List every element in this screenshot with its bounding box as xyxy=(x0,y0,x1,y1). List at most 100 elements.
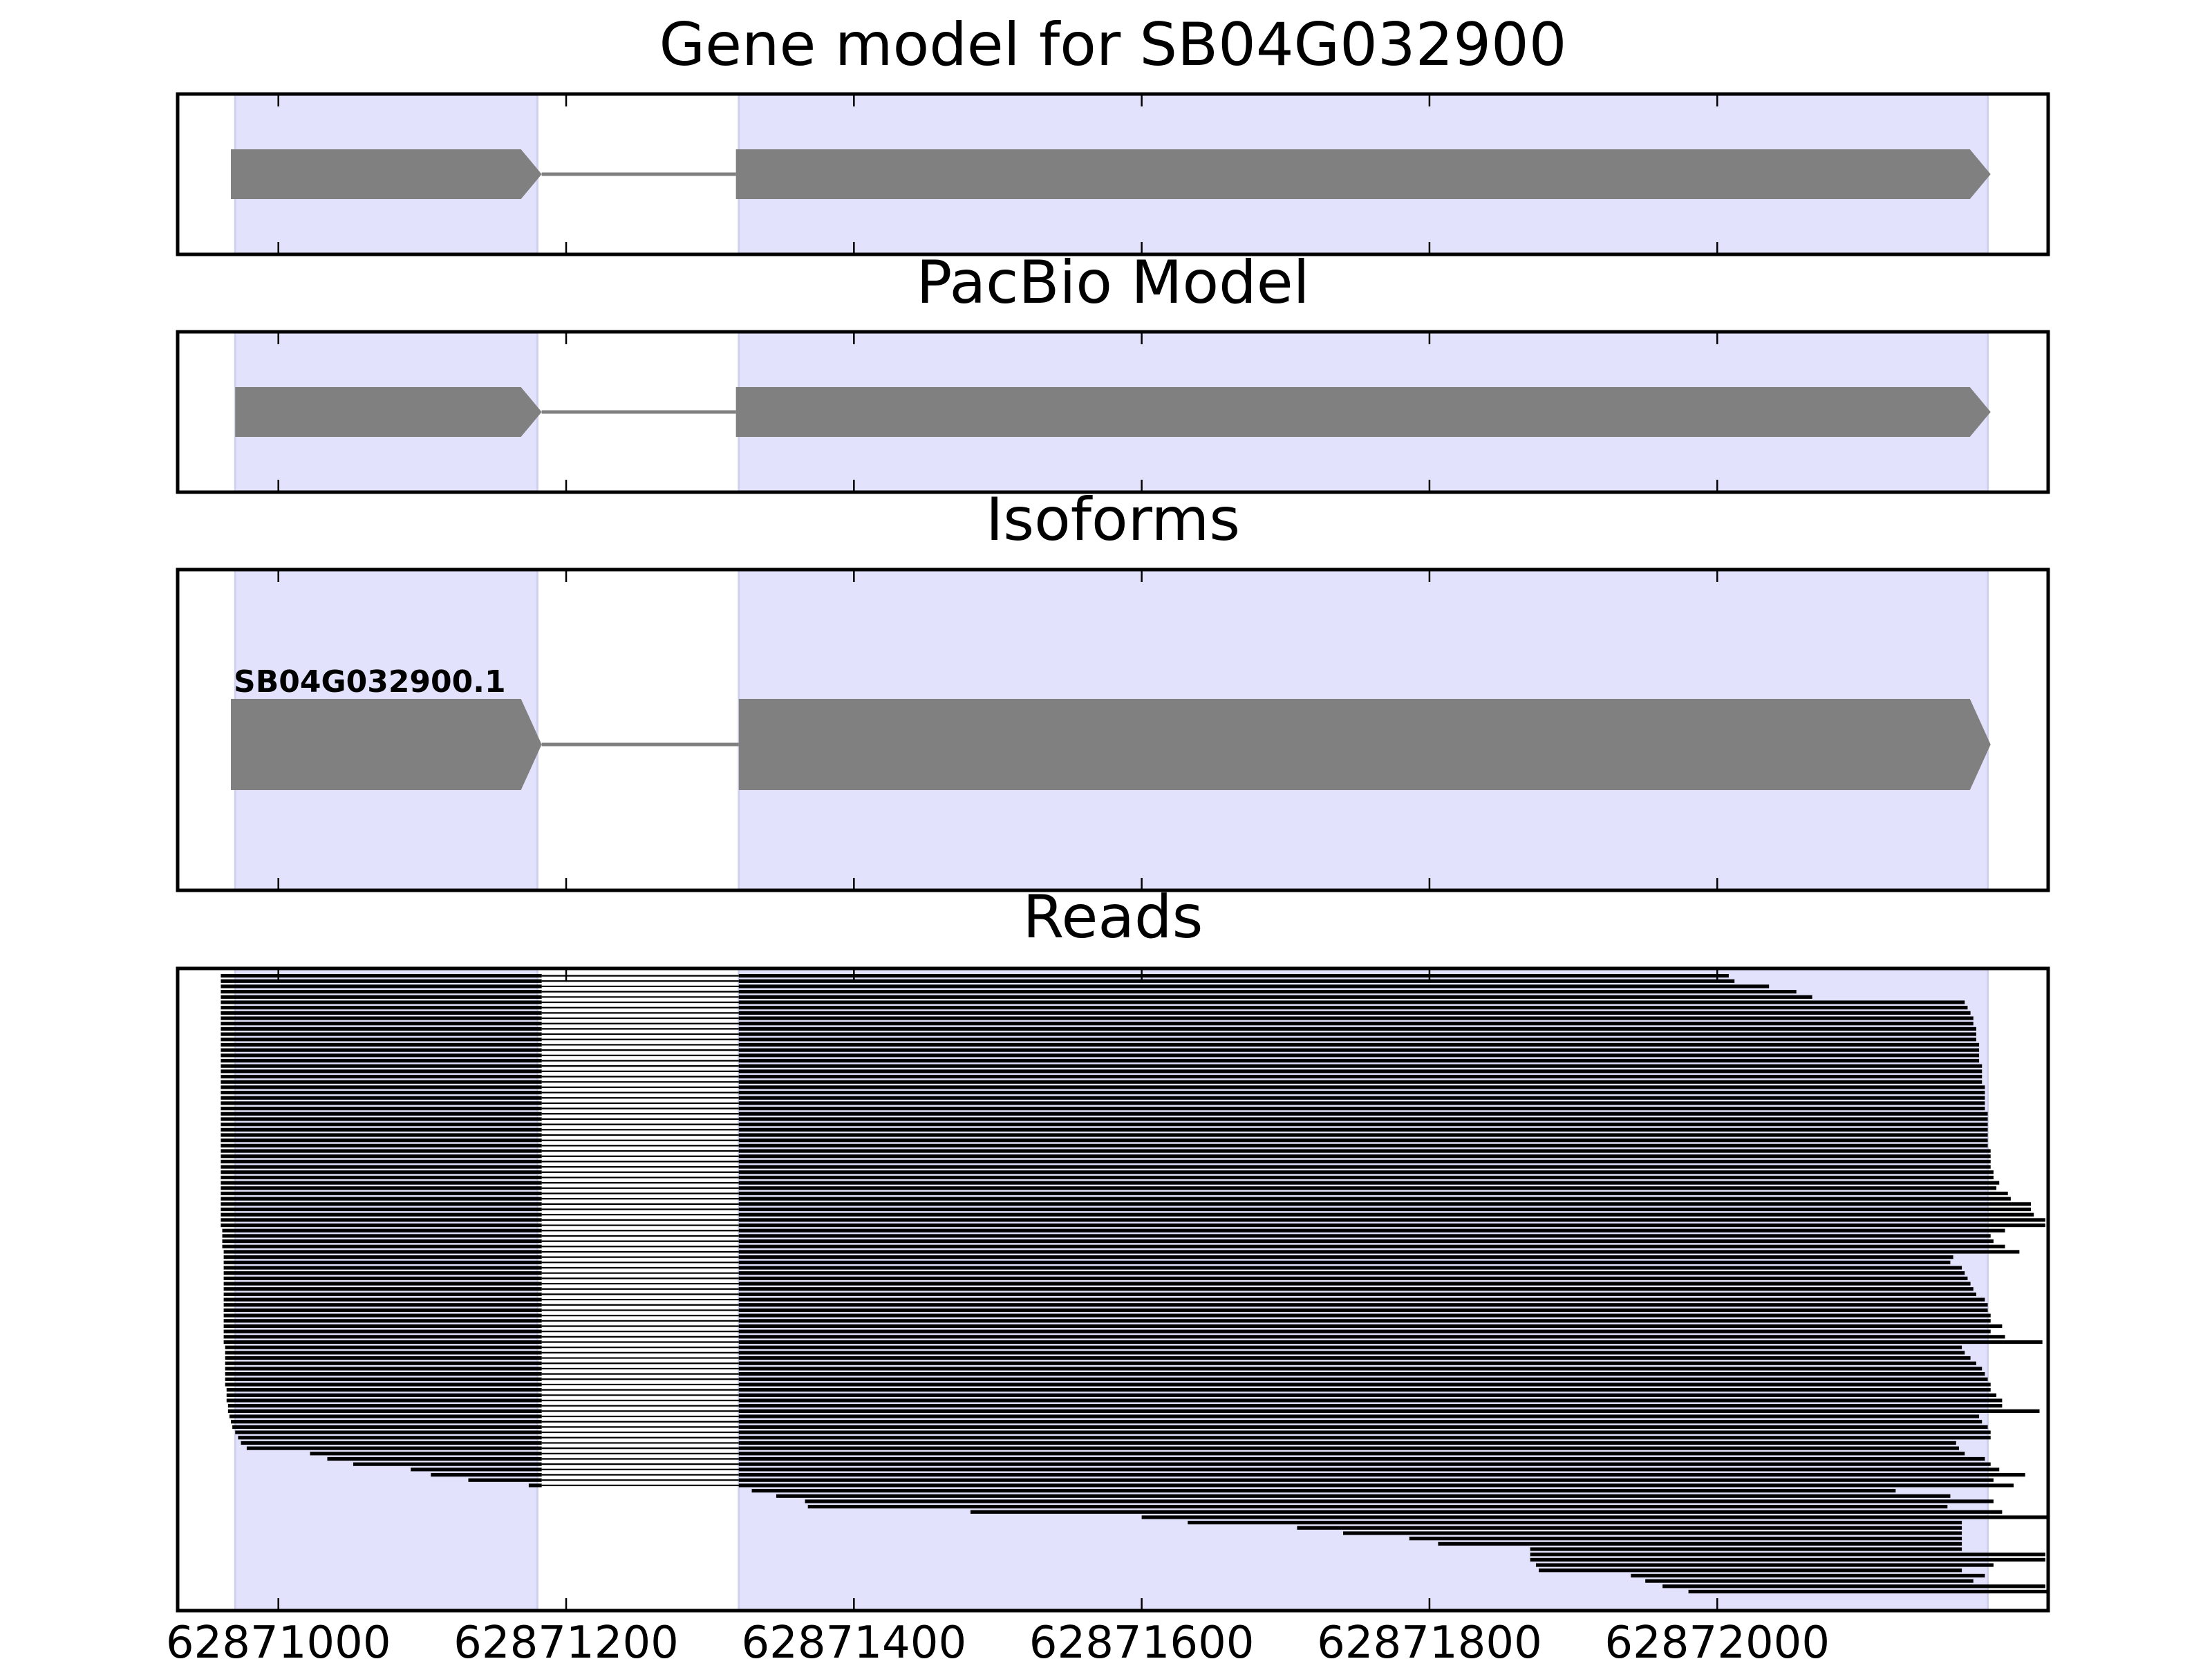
read-segment xyxy=(221,1064,542,1068)
read-segment xyxy=(738,1143,1988,1147)
read-segment xyxy=(310,1452,542,1456)
read-segment xyxy=(738,1244,2005,1248)
read-segment xyxy=(221,1096,542,1100)
read-segment xyxy=(221,1080,542,1084)
read-segment xyxy=(738,1420,1983,1424)
reads-group xyxy=(221,974,2048,1594)
read-segment xyxy=(738,1356,1971,1360)
read-segment xyxy=(738,1308,1988,1313)
read-segment xyxy=(221,1186,542,1190)
read-segment xyxy=(1188,1521,1962,1525)
read-segment xyxy=(738,1388,1991,1392)
read-segment xyxy=(221,1074,542,1079)
read-segment xyxy=(225,1372,542,1376)
read-segment xyxy=(738,1207,2032,1212)
read-segment xyxy=(221,1149,542,1153)
read-segment xyxy=(225,1367,542,1371)
read-segment xyxy=(223,1260,542,1264)
read-segment xyxy=(738,1452,1965,1456)
read-segment xyxy=(738,1016,1974,1020)
exon-block xyxy=(231,149,542,199)
read-segment xyxy=(221,1138,542,1143)
read-segment xyxy=(221,1212,542,1217)
read-segment xyxy=(223,1255,542,1259)
read-segment xyxy=(1535,1563,1994,1567)
read-segment xyxy=(1141,1515,2048,1519)
read-segment xyxy=(223,1271,542,1275)
read-segment xyxy=(738,1154,1991,1159)
read-segment xyxy=(223,1282,542,1286)
read-segment xyxy=(738,1186,1997,1190)
read-segment xyxy=(738,1303,1988,1307)
read-segment xyxy=(738,1112,1988,1116)
read-segment xyxy=(738,1313,1991,1318)
axes-frame xyxy=(176,330,2050,494)
x-tick-label: 62871400 xyxy=(741,1618,966,1659)
read-segment xyxy=(232,1425,542,1429)
read-segment xyxy=(221,1202,542,1206)
read-segment xyxy=(738,1101,1985,1105)
read-segment xyxy=(776,1494,1951,1498)
read-segment xyxy=(738,1218,2045,1222)
read-segment xyxy=(738,1191,2008,1196)
read-segment xyxy=(738,1409,2040,1413)
x-tick-label: 62872000 xyxy=(1604,1618,1830,1659)
x-tick-label: 62871600 xyxy=(1029,1618,1255,1659)
read-segment xyxy=(738,1042,1980,1047)
read-segment xyxy=(738,1404,2003,1408)
read-segment xyxy=(222,1234,542,1238)
panel-gene-model xyxy=(176,92,2050,256)
read-segment xyxy=(223,1276,542,1280)
read-segment xyxy=(738,1282,1971,1286)
read-segment xyxy=(738,974,1729,978)
read-segment xyxy=(221,1032,542,1036)
read-segment xyxy=(1530,1547,1962,1551)
read-segment xyxy=(738,1212,2034,1217)
read-segment xyxy=(738,1462,1991,1466)
read-segment xyxy=(238,1436,542,1440)
read-segment xyxy=(738,1053,1980,1058)
read-segment xyxy=(468,1478,542,1482)
read-segment xyxy=(738,1367,1983,1371)
read-segment xyxy=(738,1223,2045,1228)
read-segment xyxy=(738,1340,2043,1344)
read-segment xyxy=(231,1420,542,1424)
panel-title-gene-model: Gene model for SB04G032900 xyxy=(659,10,1567,79)
read-segment xyxy=(738,1090,1985,1095)
read-segment xyxy=(528,1483,542,1488)
read-segment xyxy=(221,984,542,988)
read-segment xyxy=(738,1478,1994,1482)
read-segment xyxy=(1530,1553,2045,1557)
read-segment xyxy=(738,1069,1983,1074)
read-segment xyxy=(1688,1589,2048,1594)
read-segment xyxy=(221,1011,542,1015)
exon-block xyxy=(735,387,1991,437)
read-segment xyxy=(222,1239,542,1244)
read-segment xyxy=(1539,1568,1962,1573)
read-segment xyxy=(738,990,1797,994)
x-tick-label: 62871200 xyxy=(453,1618,679,1659)
read-segment xyxy=(223,1297,542,1302)
read-segment xyxy=(738,1107,1985,1111)
read-segment xyxy=(221,1107,542,1111)
read-segment xyxy=(221,1090,542,1095)
read-segment xyxy=(221,1143,542,1147)
axes-frame xyxy=(176,568,2050,892)
read-segment xyxy=(221,1027,542,1031)
read-segment xyxy=(738,1297,1985,1302)
read-segment xyxy=(223,1292,542,1296)
read-segment xyxy=(221,1170,542,1174)
read-segment xyxy=(738,1266,1962,1270)
read-segment xyxy=(738,1038,1976,1042)
read-segment xyxy=(738,1250,2020,1254)
exon-block xyxy=(231,699,542,790)
read-segment xyxy=(1662,1584,2045,1588)
read-segment xyxy=(738,1436,1991,1440)
read-segment xyxy=(738,1468,2000,1472)
read-segment xyxy=(226,1393,542,1397)
read-segment xyxy=(738,1159,1991,1163)
read-segment xyxy=(222,1228,542,1232)
read-segment xyxy=(805,1499,1994,1503)
read-segment xyxy=(223,1335,542,1339)
read-segment xyxy=(221,1038,542,1042)
